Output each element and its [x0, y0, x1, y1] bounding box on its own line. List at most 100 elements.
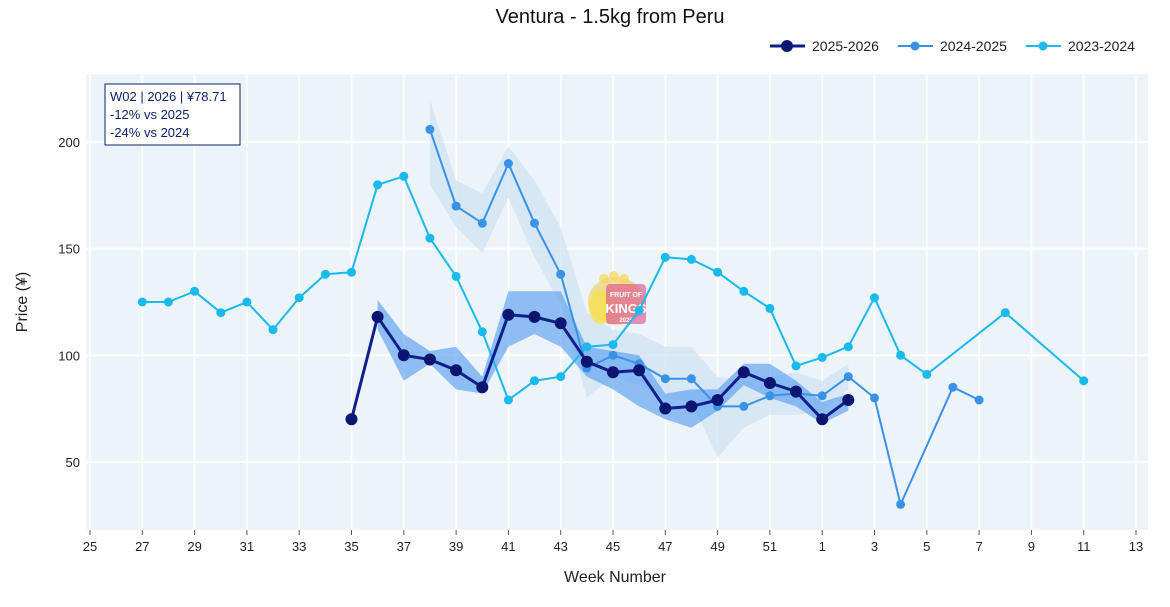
point-2023-2024-w34[interactable] [320, 269, 330, 279]
point-2023-2024-w28[interactable] [163, 297, 173, 307]
point-2023-2024-w46[interactable] [634, 306, 644, 315]
point-2023-2024-w52[interactable] [791, 361, 801, 371]
point-2023-2024-w29[interactable] [190, 286, 200, 296]
point-2024-2025-w51[interactable] [765, 391, 775, 401]
legend: 2025-2026 2024-2025 2023-2024 [770, 38, 1135, 54]
point-2024-2025-w40[interactable] [477, 218, 487, 228]
legend-marker-2023-2024 [1038, 41, 1048, 51]
point-2024-2025-w50[interactable] [739, 401, 749, 411]
point-2025-2026-w38[interactable] [423, 353, 436, 366]
point-2023-2024-w32[interactable] [268, 325, 278, 335]
point-2023-2024-w35[interactable] [347, 267, 356, 277]
point-2023-2024-w5[interactable] [922, 369, 932, 379]
point-2023-2024-w31[interactable] [242, 297, 252, 307]
point-2024-2025-w42[interactable] [530, 218, 539, 228]
point-2023-2024-w49[interactable] [713, 267, 723, 277]
point-2023-2024-w33[interactable] [294, 293, 304, 303]
point-2025-2026-w47[interactable] [659, 402, 672, 415]
point-2024-2025-w43[interactable] [556, 269, 566, 279]
series-lines [137, 124, 1089, 509]
point-2024-2025-w6[interactable] [948, 382, 958, 392]
annotation-box: W02 | 2026 | ¥78.71 -12% vs 2025 -24% vs… [104, 83, 241, 146]
point-2025-2026-w49[interactable] [711, 394, 724, 406]
point-2023-2024-w40[interactable] [477, 327, 487, 337]
x-tick-label-49: 49 [710, 539, 724, 554]
point-2025-2026-w52[interactable] [790, 385, 802, 398]
point-2024-2025-w4[interactable] [896, 499, 906, 509]
point-2023-2024-w27[interactable] [137, 297, 147, 307]
point-2024-2025-w39[interactable] [451, 201, 461, 211]
x-tick-label-9: 9 [1028, 539, 1035, 554]
point-2024-2025-w48[interactable] [686, 374, 696, 384]
point-2024-2025-w1[interactable] [817, 391, 827, 401]
point-2023-2024-w11[interactable] [1079, 376, 1089, 386]
x-tick-label-43: 43 [553, 539, 567, 554]
point-2023-2024-w36[interactable] [373, 180, 383, 190]
logo-text-line1: FRUIT OF [610, 292, 643, 299]
point-2025-2026-w41[interactable] [502, 308, 515, 321]
point-2023-2024-w45[interactable] [608, 340, 618, 350]
point-2023-2024-w42[interactable] [530, 376, 539, 386]
point-2025-2026-w42[interactable] [528, 310, 541, 323]
point-2023-2024-w50[interactable] [739, 286, 749, 296]
x-axis-ticks: 25 27 29 31 33 35 37 39 41 43 45 47 49 51 1 3 5 7 9 11 13 [83, 530, 1143, 554]
legend-marker-2025-2026 [781, 40, 793, 52]
y-tick-label-100: 100 [58, 348, 80, 363]
point-2025-2026-w44[interactable] [580, 355, 593, 368]
point-2025-2026-w37[interactable] [397, 349, 410, 362]
point-2025-2026-w46[interactable] [633, 364, 646, 377]
x-tick-label-5: 5 [923, 539, 930, 554]
point-2023-2024-w2[interactable] [843, 342, 853, 352]
legend-label-2025-2026[interactable]: 2025-2026 [812, 38, 879, 54]
point-2023-2024-w47[interactable] [660, 252, 670, 262]
point-2025-2026-w45[interactable] [607, 366, 619, 379]
x-tick-label-45: 45 [606, 539, 620, 554]
point-2023-2024-w39[interactable] [451, 271, 461, 281]
legend-label-2024-2025[interactable]: 2024-2025 [940, 38, 1007, 54]
point-2023-2024-w48[interactable] [686, 254, 696, 264]
y-axis-title: Price (¥) [14, 272, 31, 332]
point-2025-2026-w51[interactable] [763, 377, 776, 389]
point-2023-2024-w1[interactable] [817, 352, 827, 362]
x-tick-label-41: 41 [501, 539, 515, 554]
point-2025-2026-w48[interactable] [685, 400, 698, 413]
point-2023-2024-w37[interactable] [399, 171, 409, 181]
point-2025-2026-w2[interactable] [842, 394, 855, 406]
x-tick-label-33: 33 [292, 539, 306, 554]
x-tick-label-39: 39 [449, 539, 463, 554]
legend-label-2023-2024[interactable]: 2023-2024 [1068, 38, 1135, 54]
point-2023-2024-w30[interactable] [216, 308, 226, 318]
point-2023-2024-w4[interactable] [896, 350, 906, 360]
point-2025-2026-w1[interactable] [816, 413, 829, 426]
point-2024-2025-w2[interactable] [843, 372, 853, 382]
y-tick-label-150: 150 [58, 242, 80, 257]
point-2023-2024-w51[interactable] [765, 303, 775, 313]
point-2024-2025-w3[interactable] [870, 393, 879, 403]
point-2024-2025-w7[interactable] [974, 395, 984, 405]
point-2025-2026-w43[interactable] [554, 317, 567, 330]
point-2024-2025-w41[interactable] [503, 159, 513, 168]
point-2023-2024-w44[interactable] [582, 342, 592, 352]
x-tick-label-27: 27 [135, 539, 149, 554]
point-2025-2026-w35[interactable] [345, 413, 358, 426]
x-tick-label-1: 1 [819, 539, 826, 554]
x-tick-label-3: 3 [871, 539, 878, 554]
point-2024-2025-w47[interactable] [660, 374, 670, 384]
y-axis-ticks: 50 100 150 200 [58, 135, 80, 470]
point-2023-2024-w3[interactable] [870, 293, 879, 303]
point-2025-2026-w36[interactable] [371, 310, 384, 323]
point-2023-2024-w41[interactable] [503, 395, 513, 405]
point-2023-2024-w8[interactable] [1000, 308, 1010, 318]
x-tick-label-11: 11 [1077, 539, 1091, 554]
point-2025-2026-w40[interactable] [476, 381, 489, 394]
point-2025-2026-w50[interactable] [737, 366, 750, 379]
point-2023-2024-w38[interactable] [425, 233, 435, 243]
point-2023-2024-w43[interactable] [556, 372, 566, 382]
point-2024-2025-w38[interactable] [425, 124, 435, 134]
legend-marker-2024-2025 [910, 41, 920, 51]
point-2024-2025-w45[interactable] [608, 350, 618, 360]
point-2025-2026-w39[interactable] [450, 364, 463, 377]
x-axis-title: Week Number [564, 569, 667, 586]
y-tick-label-50: 50 [66, 455, 80, 470]
x-tick-label-13: 13 [1129, 539, 1143, 554]
